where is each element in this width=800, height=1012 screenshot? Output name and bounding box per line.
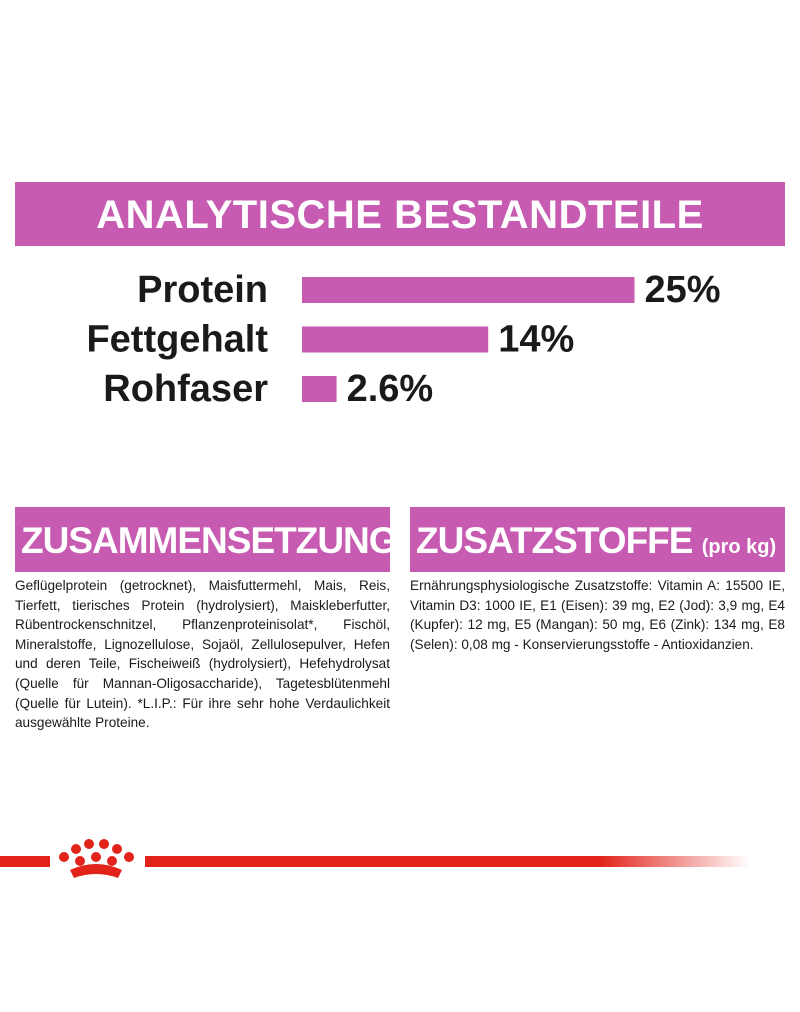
bar xyxy=(302,376,337,402)
value-label: 25% xyxy=(645,269,721,311)
section-header: ZUSAMMENSETZUNG xyxy=(15,507,398,572)
category-label: Fettgehalt xyxy=(86,319,268,361)
section-title: ZUSAMMENSETZUNG xyxy=(21,520,398,561)
section-text: Ernährungsphysiologische Zusatzstoffe: V… xyxy=(410,578,785,652)
section-subtitle: (pro kg) xyxy=(701,536,777,558)
section-title: ZUSATZSTOFFE xyxy=(416,520,693,561)
chart: Protein 25% Fettgehalt 14% Rohfaser 2.6% xyxy=(86,269,721,410)
bar xyxy=(302,326,489,353)
category-label: Rohfaser xyxy=(103,368,268,410)
category-label: Protein xyxy=(137,269,268,311)
footer-logo xyxy=(0,839,750,878)
value-label: 14% xyxy=(498,319,574,361)
red-stripe xyxy=(0,856,50,867)
section-header: ZUSATZSTOFFE (pro kg) xyxy=(410,507,785,572)
bar xyxy=(302,277,635,303)
title-banner: ANALYTISCHE BESTANDTEILE xyxy=(15,182,785,246)
section-text: Geflügelprotein (getrocknet), Maisfutter… xyxy=(15,578,390,731)
crown-icon xyxy=(59,839,134,878)
value-label: 2.6% xyxy=(347,368,434,410)
red-stripe xyxy=(145,856,750,867)
